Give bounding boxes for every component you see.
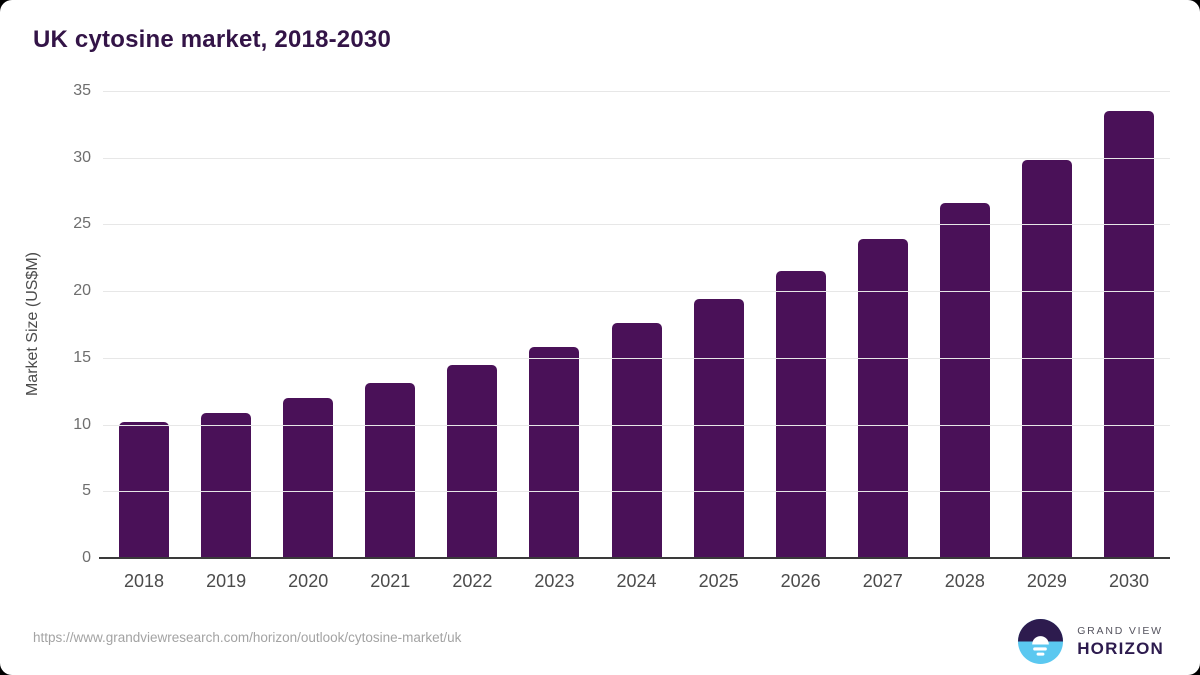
plot-area: 2018 2019 2020 2021 2022 2023 2024 2025 2026 2027…: [73, 82, 1170, 591]
gridline-30: [103, 157, 1170, 159]
bar-slot-2018: 2018: [103, 91, 185, 591]
bar-slot-2019: 2019: [185, 91, 267, 591]
gridline-35: [103, 91, 1170, 92]
y-axis-title: Market Size (US$M): [22, 91, 44, 558]
bar-slot-2022: 2022: [431, 91, 513, 591]
bar-2020[interactable]: [283, 397, 334, 558]
bar-2026[interactable]: [775, 271, 826, 558]
y-axis-title-text: Market Size (US$M): [24, 252, 41, 397]
bar-2027[interactable]: [857, 239, 908, 558]
bar-2030[interactable]: [1103, 111, 1154, 558]
x-tick-label-2030: 2030: [1108, 571, 1149, 591]
brand-logo: GRAND VIEW HORIZON: [1017, 618, 1164, 665]
bar-2018[interactable]: [119, 421, 170, 558]
gridline-5: [103, 491, 1170, 493]
x-tick-label-2022: 2022: [452, 571, 493, 591]
x-tick-label-2023: 2023: [534, 571, 575, 591]
y-tick-label-35: 35: [73, 82, 91, 99]
x-tick-label-2024: 2024: [616, 571, 657, 591]
y-tick-label-0: 0: [82, 549, 91, 566]
x-tick-label-2021: 2021: [370, 571, 411, 591]
bar-slot-2030: 2030: [1088, 91, 1170, 591]
bar-slot-2028: 2028: [924, 91, 1006, 591]
bar-2024[interactable]: [611, 323, 662, 558]
y-tick-label-15: 15: [73, 348, 91, 366]
bar-slot-2024: 2024: [595, 91, 677, 591]
bar-slot-2027: 2027: [842, 91, 924, 591]
logo-text: GRAND VIEW HORIZON: [1077, 625, 1164, 659]
chart-title: UK cytosine market, 2018-2030: [33, 26, 391, 53]
x-tick-label-2019: 2019: [206, 571, 247, 591]
bar-slot-2021: 2021: [349, 91, 431, 591]
y-tick-label-5: 5: [82, 482, 91, 500]
gridline-25: [103, 224, 1170, 226]
x-tick-label-2025: 2025: [698, 571, 739, 591]
bars-row: 2018 2019 2020 2021 2022 2023 2024 2025 2026 2027…: [103, 91, 1170, 591]
bar-2022[interactable]: [447, 364, 498, 558]
x-tick-label-2026: 2026: [780, 571, 821, 591]
source-url: https://www.grandviewresearch.com/horizo…: [33, 630, 462, 645]
gridline-20: [103, 291, 1170, 293]
bar-2028[interactable]: [939, 203, 990, 558]
bar-2021[interactable]: [365, 383, 416, 558]
gridline-15: [103, 357, 1170, 359]
logo-text-horizon: HORIZON: [1077, 638, 1164, 658]
y-tick-label-20: 20: [73, 282, 91, 300]
bar-slot-2025: 2025: [678, 91, 760, 591]
x-tick-label-2018: 2018: [124, 571, 165, 591]
bar-2029[interactable]: [1021, 160, 1072, 558]
gridline-10: [103, 424, 1170, 426]
bar-2025[interactable]: [693, 299, 744, 558]
y-tick-label-10: 10: [73, 415, 91, 433]
y-tick-label-30: 30: [73, 148, 91, 166]
bar-slot-2026: 2026: [760, 91, 842, 591]
bar-slot-2029: 2029: [1006, 91, 1088, 591]
x-tick-label-2027: 2027: [862, 571, 903, 591]
y-tick-label-25: 25: [73, 215, 91, 233]
x-axis-line: [99, 557, 1170, 559]
bar-slot-2020: 2020: [267, 91, 349, 591]
sun-horizon-icon: [1018, 618, 1064, 665]
bar-2023[interactable]: [529, 347, 580, 558]
x-tick-label-2029: 2029: [1026, 571, 1067, 591]
x-tick-label-2020: 2020: [288, 571, 329, 591]
logo-text-grand-view: GRAND VIEW: [1077, 624, 1163, 637]
bar-2019[interactable]: [201, 412, 252, 558]
x-tick-label-2028: 2028: [944, 571, 985, 591]
bar-slot-2023: 2023: [513, 91, 595, 591]
